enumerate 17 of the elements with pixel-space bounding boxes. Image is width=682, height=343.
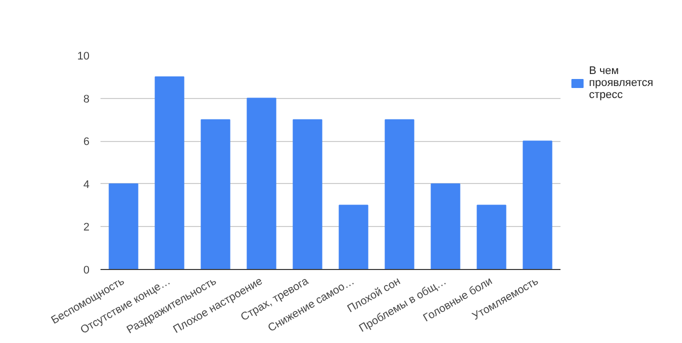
bar: [476, 204, 506, 270]
bar: [246, 98, 276, 270]
bar: [292, 119, 322, 270]
bar: [384, 119, 414, 270]
bar: [430, 183, 460, 270]
legend-label: В чем проявляется стресс: [589, 65, 654, 101]
y-tick-label: 0: [83, 264, 90, 276]
y-tick-label: 6: [83, 136, 90, 148]
y-tick-label: 8: [83, 93, 90, 106]
y-tick-label: 2: [83, 222, 90, 234]
bar: [522, 140, 552, 270]
bar: [154, 76, 184, 270]
y-tick-label: 4: [83, 178, 90, 191]
y-tick-label: 10: [77, 50, 90, 62]
bar: [200, 119, 230, 270]
bar: [108, 183, 138, 270]
bar: [338, 204, 368, 270]
